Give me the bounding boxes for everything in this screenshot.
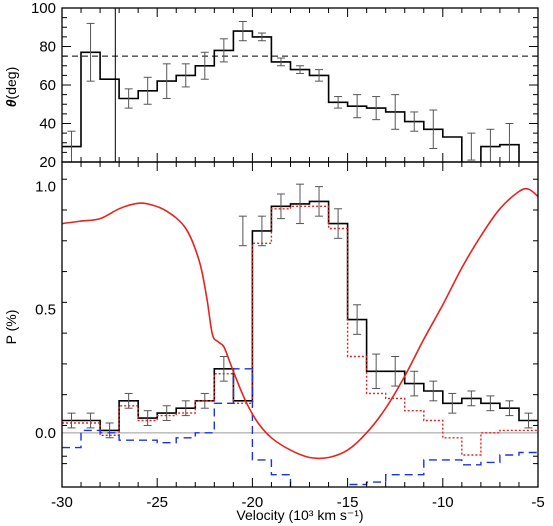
plot-area bbox=[62, 8, 538, 162]
error-bar bbox=[467, 390, 476, 407]
error-bar bbox=[410, 370, 419, 397]
error-bar bbox=[257, 215, 266, 247]
error-bar bbox=[486, 128, 495, 162]
error-bar bbox=[200, 392, 209, 409]
top-y-axis-label-symbol: θ bbox=[3, 99, 19, 107]
plot-area bbox=[62, 183, 538, 487]
top-y-axis-label: θ(deg) bbox=[3, 67, 19, 108]
error-bar bbox=[238, 215, 247, 247]
series-3-smooth-line bbox=[62, 187, 538, 460]
series-0-step-line bbox=[62, 30, 520, 162]
x-tick-label: -10 bbox=[432, 494, 454, 511]
error-bar bbox=[200, 51, 209, 80]
error-bar bbox=[181, 63, 190, 88]
panel-frame bbox=[61, 161, 539, 488]
x-tick-label: -25 bbox=[146, 494, 168, 511]
y-tick-label: 60 bbox=[39, 77, 56, 94]
error-bar bbox=[372, 353, 381, 390]
error-bar bbox=[276, 57, 285, 67]
error-bar bbox=[143, 76, 152, 105]
error-bar bbox=[334, 208, 343, 239]
error-bar bbox=[315, 186, 324, 217]
error-bar bbox=[429, 109, 438, 150]
error-bar bbox=[257, 32, 266, 42]
error-bar bbox=[391, 356, 400, 387]
error-bar bbox=[334, 96, 343, 109]
error-bar bbox=[124, 88, 133, 109]
error-bar bbox=[67, 130, 76, 162]
error-bar bbox=[162, 63, 171, 99]
error-bar bbox=[524, 412, 533, 429]
y-tick-label: 20 bbox=[39, 154, 56, 171]
error-bar bbox=[219, 38, 228, 63]
error-bar bbox=[181, 400, 190, 417]
angle-panel: 20 40 60 80 100 bbox=[31, 0, 539, 171]
y-tick-label: 0.0 bbox=[35, 425, 56, 442]
panel-frame bbox=[61, 7, 539, 163]
error-bar bbox=[429, 380, 438, 402]
error-bar bbox=[353, 304, 362, 335]
error-bar bbox=[486, 395, 495, 412]
x-tick-label: -30 bbox=[51, 494, 73, 511]
x-tick-label: -15 bbox=[337, 494, 359, 511]
error-bar bbox=[86, 412, 95, 429]
error-bar bbox=[505, 400, 514, 417]
y-tick-label: 80 bbox=[39, 39, 56, 56]
error-bar bbox=[505, 123, 514, 162]
bottom-y-axis-label: P (%) bbox=[3, 310, 19, 345]
top-y-axis-label-unit: (deg) bbox=[3, 67, 19, 100]
y-tick-label: 1.0 bbox=[35, 179, 56, 196]
series-0-step-line bbox=[62, 200, 538, 432]
error-bar bbox=[296, 183, 304, 225]
y-tick-label: 0.5 bbox=[35, 302, 56, 319]
series-1-step-line bbox=[62, 205, 538, 456]
y-tick-label: 100 bbox=[31, 0, 56, 17]
error-bar bbox=[391, 94, 400, 130]
polarization-panel: 0.0 0.5 1.0 -30 -25 -20 -15 -10 -5 bbox=[35, 161, 545, 511]
error-bar bbox=[219, 356, 228, 382]
x-tick-label: -5 bbox=[531, 494, 544, 511]
error-bar bbox=[372, 96, 381, 121]
error-bar bbox=[315, 69, 324, 82]
error-bar bbox=[105, 422, 114, 439]
error-bar bbox=[276, 193, 285, 220]
error-bar bbox=[410, 111, 419, 132]
error-bar bbox=[448, 392, 457, 414]
series-2-step-line bbox=[62, 368, 538, 487]
x-axis-label: Velocity (10³ km s⁻¹) bbox=[236, 507, 363, 523]
x-tick-label: -20 bbox=[242, 494, 264, 511]
error-bar bbox=[67, 412, 76, 429]
error-bar bbox=[296, 65, 304, 74]
y-tick-label: 40 bbox=[39, 116, 56, 133]
error-bar bbox=[238, 20, 247, 42]
error-bar bbox=[162, 405, 171, 422]
error-bar bbox=[143, 410, 152, 426]
error-bar bbox=[467, 132, 476, 161]
error-bar bbox=[86, 22, 95, 82]
error-bar bbox=[353, 94, 362, 119]
